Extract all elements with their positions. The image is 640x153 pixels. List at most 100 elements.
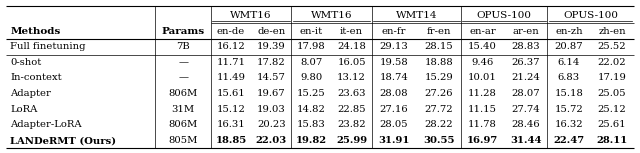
Text: 11.78: 11.78 [468,120,497,129]
Text: 22.85: 22.85 [337,105,366,114]
Text: 14.57: 14.57 [257,73,285,82]
Text: 27.72: 27.72 [424,105,453,114]
Text: 7B: 7B [176,42,190,51]
Text: 806M: 806M [168,89,198,98]
Text: 19.58: 19.58 [380,58,408,67]
Text: 19.03: 19.03 [257,105,285,114]
Text: OPUS-100: OPUS-100 [563,11,618,20]
Text: WMT16: WMT16 [230,11,272,20]
Text: 25.61: 25.61 [598,120,627,129]
Text: 19.82: 19.82 [296,136,327,145]
Text: 15.18: 15.18 [554,89,583,98]
Text: 9.46: 9.46 [472,58,493,67]
Text: 16.05: 16.05 [337,58,366,67]
Text: 18.85: 18.85 [216,136,246,145]
Text: 8.07: 8.07 [300,58,323,67]
Text: 18.74: 18.74 [380,73,408,82]
Text: OPUS-100: OPUS-100 [477,11,532,20]
Text: 28.07: 28.07 [511,89,540,98]
Text: 20.87: 20.87 [554,42,583,51]
Text: en-ar: en-ar [469,26,496,35]
Text: 28.08: 28.08 [380,89,408,98]
Text: 25.12: 25.12 [598,105,627,114]
Text: 16.12: 16.12 [217,42,246,51]
Text: 9.80: 9.80 [300,73,323,82]
Text: en-it: en-it [300,26,323,35]
Text: Methods: Methods [10,26,60,35]
Text: 28.05: 28.05 [380,120,408,129]
Text: 28.83: 28.83 [511,42,540,51]
Text: Full finetuning: Full finetuning [10,42,86,51]
Text: 30.55: 30.55 [423,136,454,145]
Text: WMT16: WMT16 [311,11,352,20]
Text: 6.14: 6.14 [557,58,580,67]
Text: 15.61: 15.61 [217,89,246,98]
Text: 27.26: 27.26 [424,89,453,98]
Text: de-en: de-en [257,26,285,35]
Text: 31.91: 31.91 [378,136,410,145]
Text: 18.88: 18.88 [424,58,453,67]
Text: 27.74: 27.74 [511,105,540,114]
Text: 28.11: 28.11 [596,136,628,145]
Text: —: — [178,73,188,82]
Text: 22.02: 22.02 [598,58,627,67]
Text: 11.15: 11.15 [468,105,497,114]
Text: zh-en: zh-en [598,26,626,35]
Text: 28.15: 28.15 [424,42,453,51]
Text: 17.19: 17.19 [598,73,627,82]
Text: 25.52: 25.52 [598,42,627,51]
Text: 23.82: 23.82 [337,120,366,129]
Text: fr-en: fr-en [426,26,451,35]
Text: 15.12: 15.12 [217,105,246,114]
Text: 16.31: 16.31 [217,120,246,129]
Text: Adapter-LoRA: Adapter-LoRA [10,120,82,129]
Text: en-de: en-de [217,26,245,35]
Text: 16.32: 16.32 [554,120,583,129]
Text: 28.46: 28.46 [511,120,540,129]
Text: 24.18: 24.18 [337,42,366,51]
Text: 23.63: 23.63 [337,89,366,98]
Text: Params: Params [161,26,205,35]
Text: 805M: 805M [168,136,198,145]
Text: 13.12: 13.12 [337,73,366,82]
Text: 15.40: 15.40 [468,42,497,51]
Text: 22.47: 22.47 [554,136,584,145]
Text: 19.39: 19.39 [257,42,285,51]
Text: 25.05: 25.05 [598,89,627,98]
Text: In-context: In-context [10,73,61,82]
Text: 11.49: 11.49 [216,73,246,82]
Text: 31.44: 31.44 [510,136,541,145]
Text: 10.01: 10.01 [468,73,497,82]
Text: LoRA: LoRA [10,105,38,114]
Text: 11.28: 11.28 [468,89,497,98]
Text: 806M: 806M [168,120,198,129]
Text: 29.13: 29.13 [380,42,408,51]
Text: LANDeRMT (Ours): LANDeRMT (Ours) [10,136,116,145]
Text: 17.98: 17.98 [297,42,326,51]
Text: 15.83: 15.83 [297,120,326,129]
Text: en-fr: en-fr [382,26,406,35]
Text: 0-shot: 0-shot [10,58,42,67]
Text: 28.22: 28.22 [424,120,453,129]
Text: 15.29: 15.29 [424,73,453,82]
Text: it-en: it-en [340,26,363,35]
Text: en-zh: en-zh [555,26,582,35]
Text: 16.97: 16.97 [467,136,498,145]
Text: 25.99: 25.99 [336,136,367,145]
Text: 20.23: 20.23 [257,120,285,129]
Text: 19.67: 19.67 [257,89,285,98]
Text: 15.25: 15.25 [297,89,326,98]
Text: 21.24: 21.24 [511,73,540,82]
Text: 17.82: 17.82 [257,58,285,67]
Text: 31M: 31M [172,105,195,114]
Text: —: — [178,58,188,67]
Text: 6.83: 6.83 [558,73,580,82]
Text: 26.37: 26.37 [511,58,540,67]
Text: WMT14: WMT14 [396,11,437,20]
Text: 15.72: 15.72 [554,105,583,114]
Text: 22.03: 22.03 [255,136,287,145]
Text: ar-en: ar-en [513,26,539,35]
Text: 27.16: 27.16 [380,105,408,114]
Text: 14.82: 14.82 [297,105,326,114]
Text: 11.71: 11.71 [216,58,246,67]
